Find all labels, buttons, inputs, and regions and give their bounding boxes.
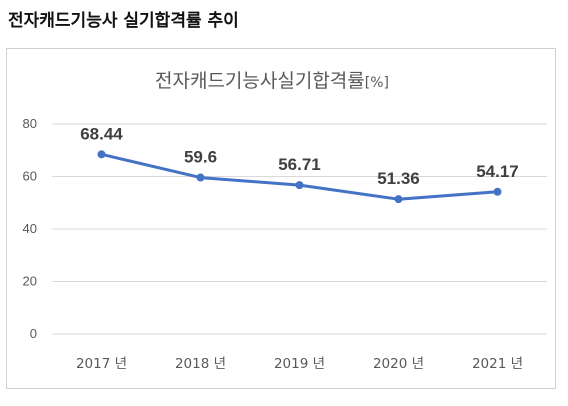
x-tick-label: 2020 년 [373, 356, 424, 372]
chart-title: 전자캐드기능사실기합격률[%] [155, 70, 389, 92]
data-point [394, 195, 403, 204]
x-tick-label: 2018 년 [175, 356, 226, 372]
data-labels: 68.44 59.6 56.71 51.36 54.17 [80, 124, 519, 188]
y-axis-ticks: 0 20 40 60 80 [23, 116, 37, 341]
data-label: 59.6 [184, 148, 217, 167]
x-tick-label: 2021 년 [472, 356, 523, 372]
data-label: 56.71 [278, 155, 321, 174]
y-tick-label: 20 [23, 274, 37, 289]
chart-frame [6, 48, 556, 389]
data-label: 68.44 [80, 124, 123, 143]
series-line-group [97, 150, 502, 204]
grid-lines [52, 123, 547, 335]
y-tick-label: 60 [23, 169, 37, 184]
x-axis-ticks: 2017 년 2018 년 2019 년 2020 년 2021 년 [76, 356, 523, 372]
data-label: 54.17 [476, 162, 519, 181]
data-point [196, 173, 205, 182]
data-label: 51.36 [377, 169, 420, 188]
y-tick-label: 0 [30, 326, 37, 341]
y-tick-label: 80 [23, 116, 37, 131]
page-heading: 전자캐드기능사 실기합격률 추이 [8, 11, 239, 31]
data-point [97, 150, 106, 159]
data-point [295, 181, 304, 190]
data-point [493, 187, 502, 196]
x-tick-label: 2019 년 [274, 356, 325, 372]
y-tick-label: 40 [23, 221, 37, 236]
x-tick-label: 2017 년 [76, 356, 127, 372]
